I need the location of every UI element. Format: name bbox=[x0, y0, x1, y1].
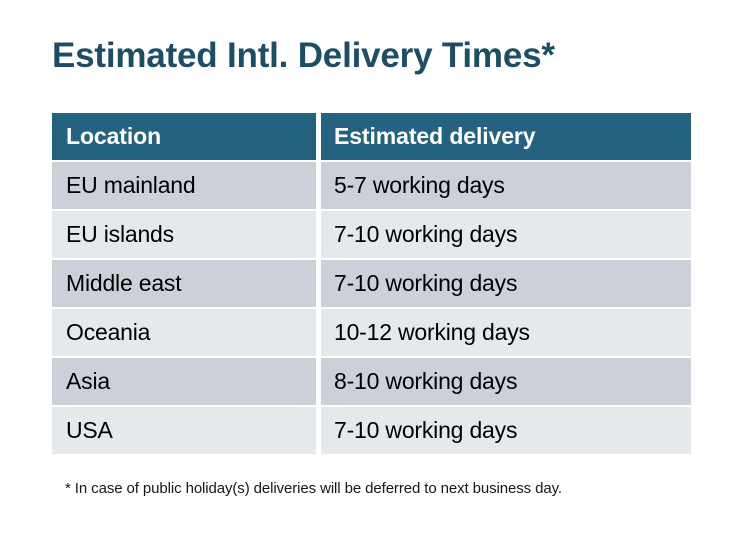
cell-location: Middle east bbox=[52, 260, 316, 307]
column-divider bbox=[316, 162, 321, 209]
cell-location: EU mainland bbox=[52, 162, 316, 209]
cell-estimated-delivery: 8-10 working days bbox=[321, 358, 691, 405]
column-divider bbox=[316, 211, 321, 258]
estimated-delivery-table: Location Estimated delivery EU mainland … bbox=[52, 113, 691, 454]
cell-estimated-delivery: 7-10 working days bbox=[321, 407, 691, 454]
column-header-location: Location bbox=[52, 113, 316, 160]
column-divider bbox=[316, 260, 321, 307]
table-row: Middle east 7-10 working days bbox=[52, 260, 691, 307]
table-row: Oceania 10-12 working days bbox=[52, 309, 691, 356]
cell-estimated-delivery: 5-7 working days bbox=[321, 162, 691, 209]
cell-location: Oceania bbox=[52, 309, 316, 356]
column-divider bbox=[316, 407, 321, 454]
cell-location: USA bbox=[52, 407, 316, 454]
table-row: EU islands 7-10 working days bbox=[52, 211, 691, 258]
cell-location: EU islands bbox=[52, 211, 316, 258]
cell-estimated-delivery: 10-12 working days bbox=[321, 309, 691, 356]
column-header-estimated-delivery: Estimated delivery bbox=[321, 113, 691, 160]
column-divider bbox=[316, 358, 321, 405]
table-row: Asia 8-10 working days bbox=[52, 358, 691, 405]
cell-estimated-delivery: 7-10 working days bbox=[321, 211, 691, 258]
table-row: USA 7-10 working days bbox=[52, 407, 691, 454]
column-divider bbox=[316, 309, 321, 356]
cell-estimated-delivery: 7-10 working days bbox=[321, 260, 691, 307]
footnote-text: * In case of public holiday(s) deliverie… bbox=[65, 480, 562, 497]
column-divider bbox=[316, 113, 321, 160]
table-row: EU mainland 5-7 working days bbox=[52, 162, 691, 209]
cell-location: Asia bbox=[52, 358, 316, 405]
page-title: Estimated Intl. Delivery Times* bbox=[52, 36, 555, 75]
table-header-row: Location Estimated delivery bbox=[52, 113, 691, 160]
